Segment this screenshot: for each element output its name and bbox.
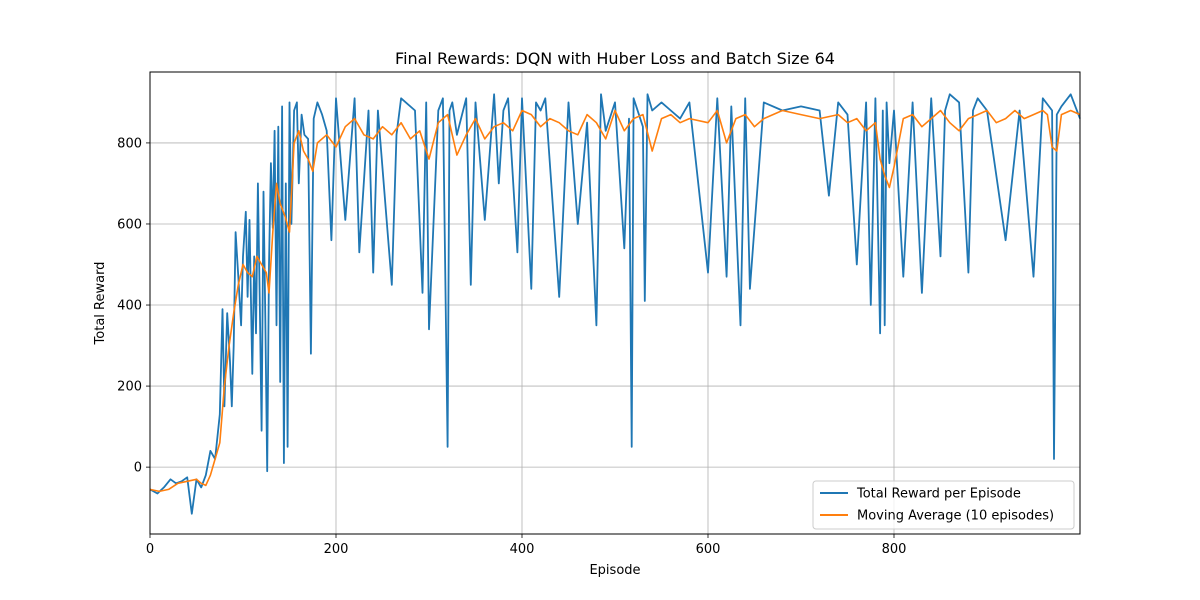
x-tick-label: 600	[696, 542, 721, 557]
legend-box	[812, 480, 1075, 530]
x-tick-label: 800	[882, 542, 907, 557]
legend-label-total-reward: Total Reward per Episode	[856, 487, 1021, 502]
y-tick-label: 400	[117, 299, 142, 314]
x-axis-label: Episode	[589, 563, 640, 578]
grid	[149, 72, 1080, 534]
y-tick-label: 600	[117, 217, 142, 232]
y-tick-label: 0	[134, 461, 142, 476]
y-tick-label: 800	[117, 136, 142, 151]
x-tick-label: 0	[146, 542, 154, 557]
x-axis: 0 200 400 600 800	[146, 534, 907, 557]
chart-title: Final Rewards: DQN with Huber Loss and B…	[395, 49, 835, 68]
legend-label-moving-average: Moving Average (10 episodes)	[857, 509, 1054, 524]
legend: Total Reward per Episode Moving Average …	[812, 480, 1075, 530]
x-tick-label: 200	[324, 542, 349, 557]
y-axis: 0 200 400 600 800	[117, 136, 150, 476]
series-line-moving-average	[149, 109, 1081, 493]
plot-frame	[149, 71, 1081, 535]
plot-area	[149, 93, 1081, 515]
y-tick-label: 200	[117, 380, 142, 395]
x-tick-label: 400	[510, 542, 535, 557]
series-line-total-reward	[149, 93, 1081, 515]
y-axis-label: Total Reward	[93, 262, 108, 346]
